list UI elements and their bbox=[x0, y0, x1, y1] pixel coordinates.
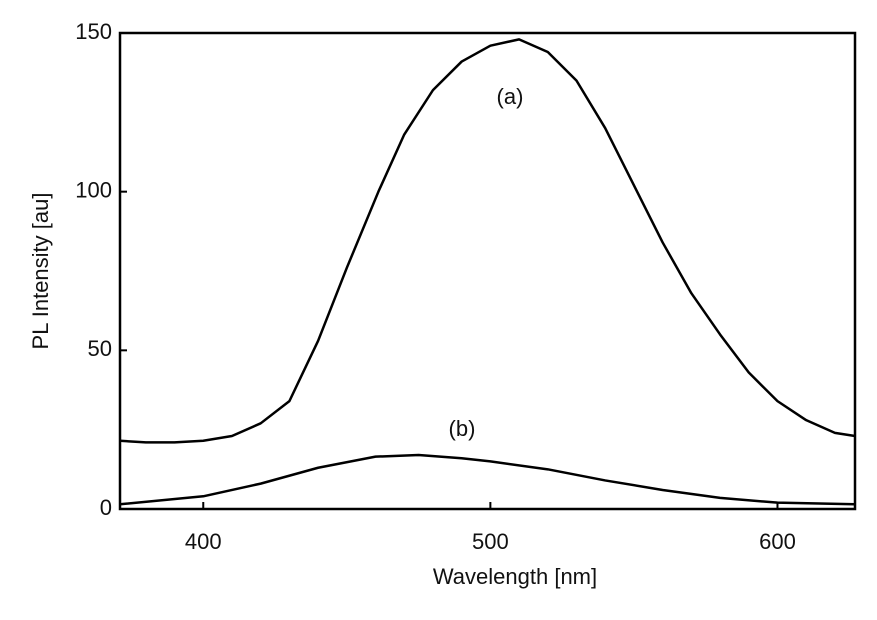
x-tick-label: 400 bbox=[185, 529, 222, 554]
series-label: (b) bbox=[449, 416, 476, 441]
y-tick-label: 100 bbox=[75, 177, 112, 202]
y-tick-label: 50 bbox=[88, 336, 112, 361]
series-label: (a) bbox=[497, 84, 524, 109]
y-tick-label: 150 bbox=[75, 19, 112, 44]
x-tick-label: 600 bbox=[759, 529, 796, 554]
y-tick-label: 0 bbox=[100, 495, 112, 520]
y-axis-label: PL Intensity [au] bbox=[28, 193, 53, 350]
line-series bbox=[119, 453, 856, 506]
plot-frame bbox=[118, 31, 857, 511]
x-axis-label: Wavelength [nm] bbox=[433, 564, 597, 589]
x-tick-label: 500 bbox=[472, 529, 509, 554]
line-series bbox=[119, 38, 856, 444]
